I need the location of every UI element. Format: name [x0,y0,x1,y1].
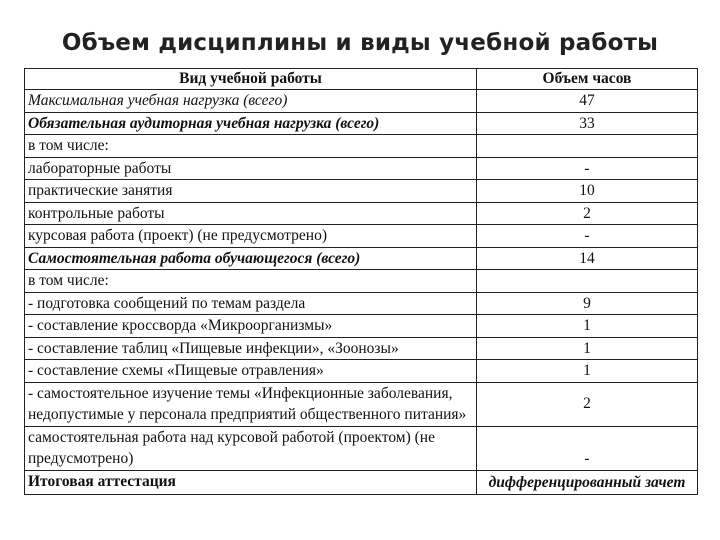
table-header-row: Вид учебной работы Объем часов [24,68,698,90]
row-hours: - [476,224,698,248]
slide-title: Объем дисциплины и виды учебной работы [61,30,659,56]
row-hours [476,269,698,293]
table-row: Максимальная учебная нагрузка (всего) 47 [24,89,698,113]
row-hours: 1 [476,359,698,383]
table-row: в том числе: [24,134,698,158]
row-label: - составление схемы «Пищевые отравления» [24,359,477,383]
row-hours [476,134,698,158]
workload-table: Вид учебной работы Объем часов Максималь… [24,68,698,495]
row-label: в том числе: [24,269,477,293]
table-row: - составление схемы «Пищевые отравления»… [24,359,698,383]
row-hours: 14 [476,246,698,270]
row-label: курсовая работа (проект) (не предусмотре… [24,224,477,248]
row-label: Обязательная аудиторная учебная нагрузка… [24,111,477,135]
row-hours: - [476,425,698,471]
row-hours: 2 [476,201,698,225]
table-row: практические занятия 10 [24,179,698,203]
table-row: - составление таблиц «Пищевые инфекции»,… [24,336,698,360]
row-hours: 33 [476,111,698,135]
row-label: - подготовка сообщений по темам раздела [24,291,477,315]
row-label: в том числе: [24,134,477,158]
row-hours: 2 [476,381,698,427]
table-row: контрольные работы 2 [24,201,698,225]
table-row: курсовая работа (проект) (не предусмотре… [24,224,698,248]
row-hours: 1 [476,314,698,338]
row-label: - составление таблиц «Пищевые инфекции»,… [24,336,477,360]
row-label: контрольные работы [24,201,477,225]
row-label: - самостоятельное изучение темы «Инфекци… [24,381,477,427]
row-label: практические занятия [24,179,477,203]
row-label: Итоговая аттестация [24,469,477,495]
table-row: - подготовка сообщений по темам раздела 9 [24,291,698,315]
row-hours: 47 [476,89,698,113]
table-row: Самостоятельная работа обучающегося (все… [24,246,698,270]
table-row: - самостоятельное изучение темы «Инфекци… [24,381,698,427]
table-row: Итоговая аттестация дифференцированный за… [24,469,698,495]
row-hours: 1 [476,336,698,360]
row-hours: 10 [476,179,698,203]
row-label: лабораторные работы [24,156,477,180]
row-hours: дифференцированный зачет [476,469,698,495]
row-label: Самостоятельная работа обучающегося (все… [24,246,477,270]
table-row: самостоятельная работа над курсовой рабо… [24,425,698,471]
header-hours: Объем часов [476,68,698,90]
row-hours: 9 [476,291,698,315]
header-work-type: Вид учебной работы [24,68,477,90]
row-label: - составление кроссворда «Микроорганизмы… [24,314,477,338]
table-row: - составление кроссворда «Микроорганизмы… [24,314,698,338]
table-row: лабораторные работы - [24,156,698,180]
table-row: Обязательная аудиторная учебная нагрузка… [24,111,698,135]
row-label: самостоятельная работа над курсовой рабо… [24,425,477,471]
table-row: в том числе: [24,269,698,293]
row-hours: - [476,156,698,180]
row-label: Максимальная учебная нагрузка (всего) [24,89,477,113]
